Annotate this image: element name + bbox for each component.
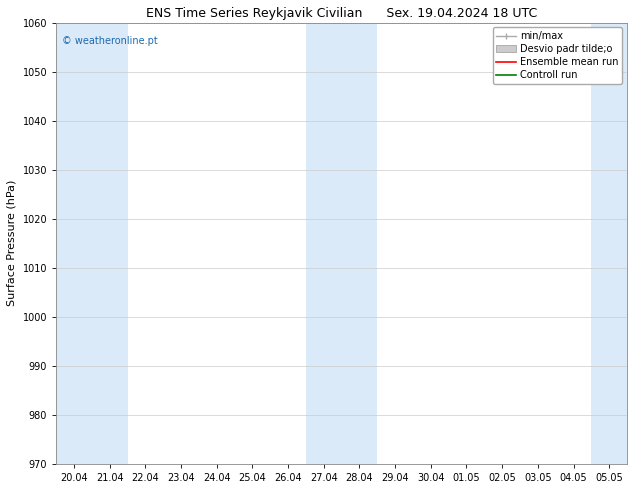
Text: © weatheronline.pt: © weatheronline.pt <box>62 36 158 46</box>
Y-axis label: Surface Pressure (hPa): Surface Pressure (hPa) <box>7 180 17 306</box>
Bar <box>306 23 377 464</box>
Legend: min/max, Desvio padr tilde;o, Ensemble mean run, Controll run: min/max, Desvio padr tilde;o, Ensemble m… <box>493 27 622 84</box>
Title: ENS Time Series Reykjavik Civilian      Sex. 19.04.2024 18 UTC: ENS Time Series Reykjavik Civilian Sex. … <box>146 7 537 20</box>
Bar <box>56 23 127 464</box>
Bar <box>592 23 627 464</box>
